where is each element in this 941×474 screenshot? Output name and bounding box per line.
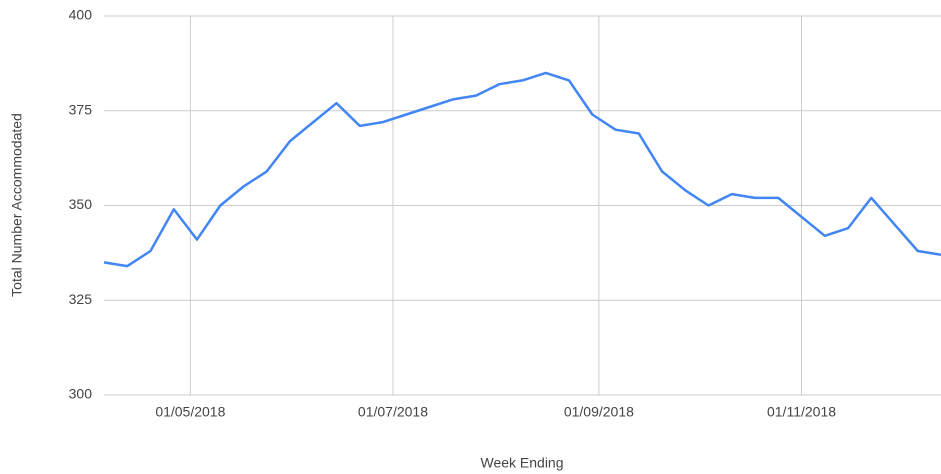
y-axis-title: Total Number Accommodated (9, 113, 25, 297)
x-tick-label: 01/07/2018 (358, 404, 428, 420)
data-line (103, 71, 941, 268)
x-axis-title: Week Ending (480, 455, 563, 471)
x-tick-label: 01/11/2018 (767, 404, 836, 420)
x-tick-label: 01/05/2018 (155, 404, 225, 420)
x-tick-label: 01/09/2018 (564, 404, 634, 420)
y-tick-label: 325 (69, 291, 93, 307)
y-tick-label: 375 (69, 101, 93, 117)
y-tick-label: 300 (69, 386, 93, 402)
y-tick-label: 350 (69, 196, 93, 212)
y-tick-label: 400 (69, 7, 93, 23)
